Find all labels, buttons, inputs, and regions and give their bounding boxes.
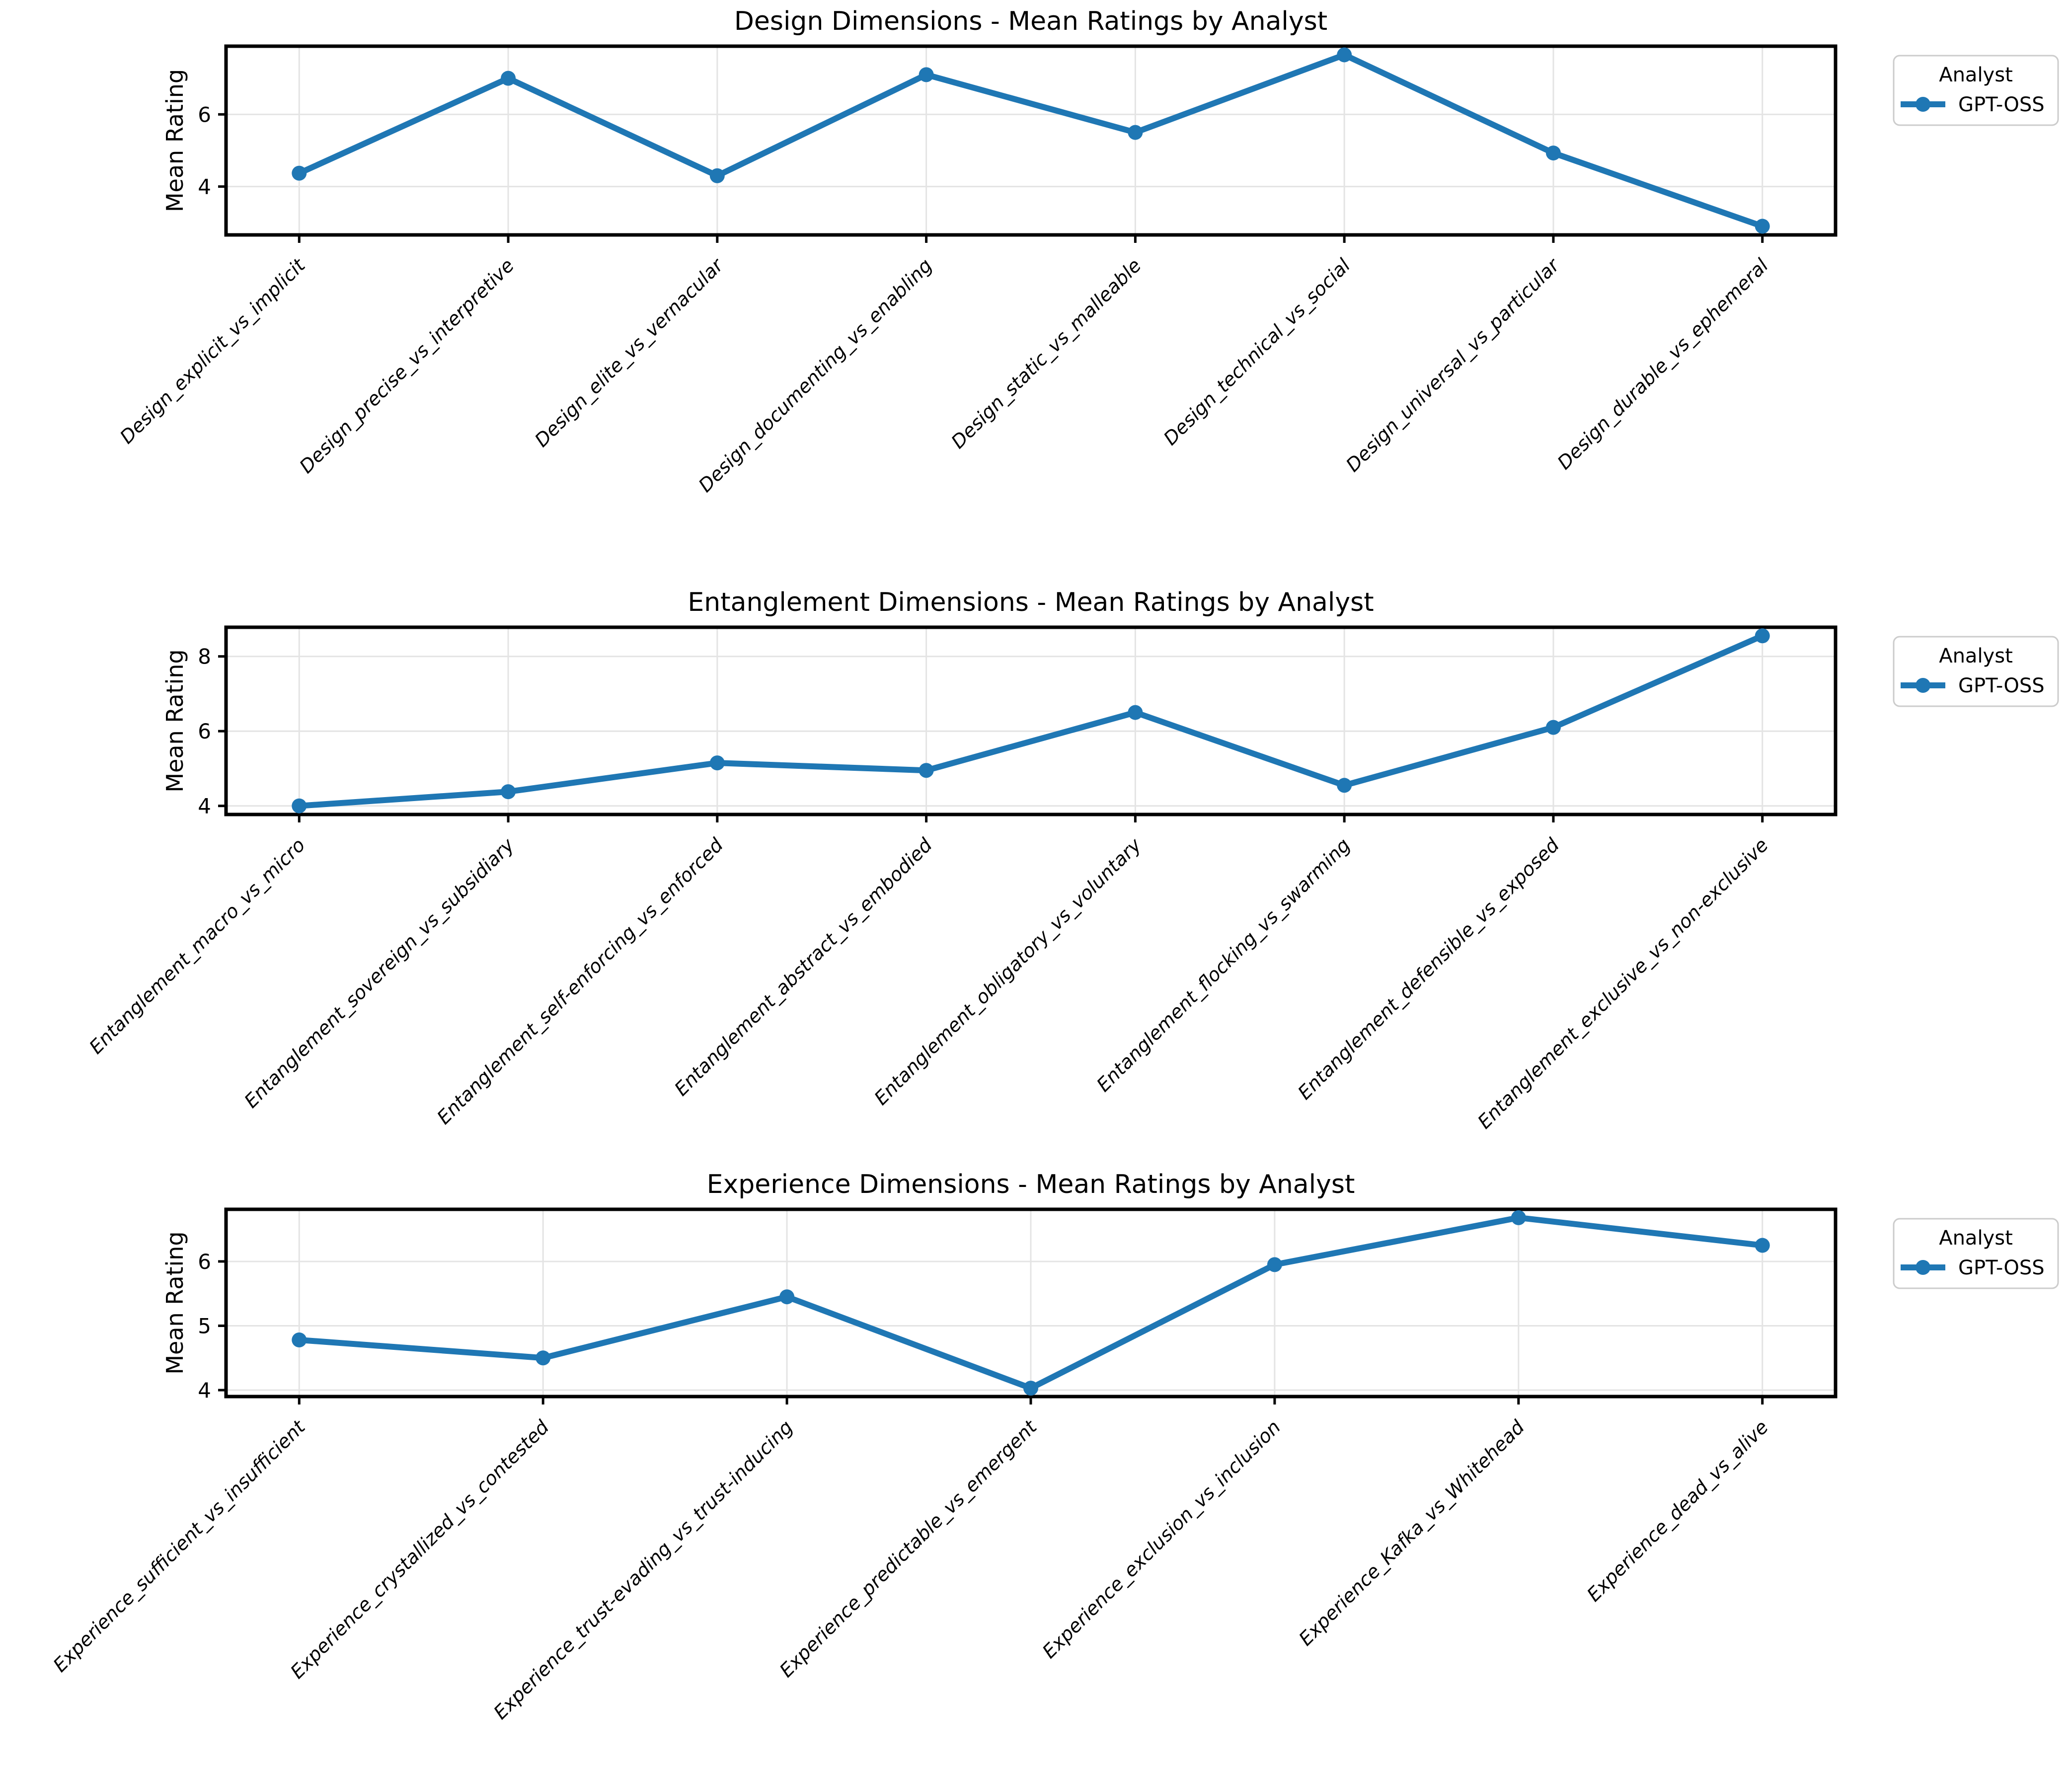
legend-title: Analyst: [1939, 64, 2013, 86]
chart-title: Design Dimensions - Mean Ratings by Anal…: [734, 6, 1327, 36]
legend-point-marker-icon: [1916, 678, 1930, 693]
y-tick-label: 4: [198, 1378, 211, 1403]
data-point: [1755, 219, 1770, 234]
data-point: [1511, 1210, 1526, 1225]
data-point: [292, 1332, 307, 1347]
x-tick-label: Entanglement_abstract_vs_embodied: [670, 834, 936, 1100]
data-point: [1267, 1257, 1282, 1272]
x-tick-label: Design_static_vs_malleable: [947, 254, 1145, 452]
y-tick-label: 4: [198, 794, 211, 818]
data-point: [779, 1289, 795, 1305]
data-point: [1545, 146, 1561, 161]
x-tick-label: Experience_exclusion_vs_inclusion: [1038, 1416, 1285, 1662]
x-tick-label: Design_precise_vs_interpretive: [295, 254, 518, 477]
legend-box: [1893, 55, 2059, 126]
x-tick-label: Design_universal_vs_particular: [1342, 254, 1564, 476]
legend-title: Analyst: [1939, 1227, 2013, 1250]
data-point: [709, 168, 725, 183]
axes-spines: [224, 625, 1838, 816]
legend-point-marker-icon: [1916, 1260, 1930, 1275]
x-tick-label: Experience_dead_vs_alive: [1583, 1416, 1772, 1606]
data-point: [1755, 628, 1770, 644]
data-point: [536, 1350, 551, 1366]
y-axis-label: Mean Rating: [161, 1231, 188, 1374]
y-tick-label: 6: [198, 1250, 211, 1274]
data-point: [1128, 705, 1143, 720]
data-line: [299, 633, 1764, 809]
data-point: [919, 763, 934, 778]
data-line: [298, 52, 1764, 229]
legend-title: Analyst: [1939, 645, 2013, 667]
x-tick-label: Experience_Kafka_vs_Whitehead: [1295, 1416, 1529, 1650]
experience-dimensions-chart: 4 5 6 Experience_sufficient_vs_insufficient…: [49, 1170, 2059, 1724]
design-dimensions-chart: 4 6 Design_explicit_vs_implicitDesign_prec…: [116, 6, 2059, 497]
legend-box: [1893, 636, 2059, 707]
x-tick-label: Design_explicit_vs_implicit: [116, 254, 310, 448]
data-point: [1337, 47, 1352, 63]
x-tick-label: Entanglement_macro_vs_micro: [85, 834, 309, 1058]
y-tick-label: 6: [198, 719, 211, 743]
x-tick-label: Experience_sufficient_vs_insufficient: [49, 1415, 310, 1677]
legend-series-label: GPT-OSS: [1958, 93, 2045, 116]
data-point: [1755, 1238, 1770, 1253]
x-tick-label: Design_durable_vs_ephemeral: [1553, 254, 1773, 474]
y-tick-label: 8: [198, 645, 211, 669]
x-tick-label: Design_technical_vs_social: [1159, 254, 1355, 449]
axes-spines: [224, 44, 1838, 237]
y-tick-label: 5: [198, 1314, 211, 1338]
y-axis-label: Mean Rating: [161, 69, 188, 212]
data-point: [1023, 1381, 1038, 1396]
legend-series-label: GPT-OSS: [1958, 674, 2045, 697]
chart-title: Entanglement Dimensions - Mean Ratings b…: [688, 588, 1374, 617]
legend-point-marker-icon: [1916, 97, 1930, 112]
chart-title: Experience Dimensions - Mean Ratings by …: [707, 1170, 1355, 1199]
data-point: [919, 67, 934, 82]
data-point: [501, 784, 516, 800]
data-point: [501, 71, 516, 86]
data-point: [292, 798, 307, 813]
x-tick-label: Experience_predictable_vs_emergent: [775, 1415, 1042, 1682]
x-tick-label: Experience_trust-evading_vs_trust-induci…: [489, 1416, 797, 1723]
data-point: [1337, 778, 1352, 793]
data-point: [1545, 720, 1561, 735]
x-tick-label: Experience_crystallized_vs_contested: [286, 1416, 553, 1683]
y-tick-label: 6: [198, 102, 211, 127]
legend-box: [1893, 1218, 2059, 1289]
legend-series-label: GPT-OSS: [1958, 1256, 2045, 1279]
x-tick-label: Design_documenting_vs_enabling: [694, 254, 936, 496]
data-point: [292, 165, 307, 181]
data-point: [709, 755, 725, 771]
x-tick-label: Entanglement_defensible_vs_exposed: [1294, 834, 1564, 1104]
x-tick-label: Design_elite_vs_vernacular: [531, 254, 728, 451]
data-point: [1128, 125, 1143, 140]
entanglement-dimensions-chart: 4 6 8 Entanglement_macro_vs_micro Entangleme…: [85, 588, 2059, 1133]
y-tick-label: 4: [198, 175, 211, 199]
x-tick-label: Entanglement_flocking_vs_swarming: [1092, 834, 1355, 1096]
y-axis-label: Mean Rating: [161, 649, 188, 792]
